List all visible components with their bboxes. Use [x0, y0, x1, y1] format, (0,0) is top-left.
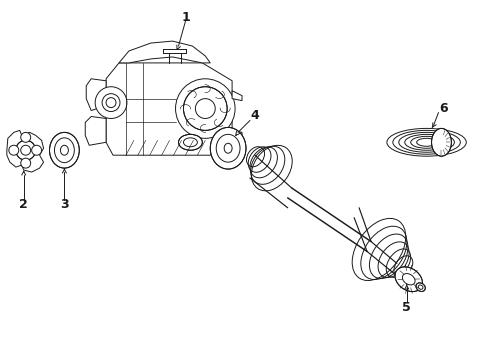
Ellipse shape [395, 267, 422, 292]
Polygon shape [7, 130, 44, 172]
Ellipse shape [49, 132, 79, 168]
Ellipse shape [416, 283, 425, 292]
Circle shape [32, 145, 42, 155]
Polygon shape [232, 91, 242, 100]
Text: 5: 5 [402, 301, 411, 314]
Ellipse shape [178, 134, 202, 150]
Circle shape [95, 87, 127, 118]
Ellipse shape [210, 127, 246, 169]
Circle shape [175, 79, 235, 138]
Circle shape [16, 140, 36, 160]
Circle shape [21, 132, 31, 142]
Polygon shape [85, 117, 106, 145]
Text: 2: 2 [19, 198, 28, 211]
Circle shape [9, 145, 19, 155]
Circle shape [183, 87, 227, 130]
Text: 6: 6 [439, 102, 448, 115]
Text: 3: 3 [60, 198, 69, 211]
Ellipse shape [432, 129, 451, 156]
Polygon shape [232, 130, 242, 140]
Polygon shape [106, 63, 232, 155]
Polygon shape [86, 79, 106, 111]
Polygon shape [119, 41, 210, 63]
Circle shape [21, 158, 31, 168]
Text: 4: 4 [250, 109, 259, 122]
Text: 1: 1 [181, 11, 190, 24]
